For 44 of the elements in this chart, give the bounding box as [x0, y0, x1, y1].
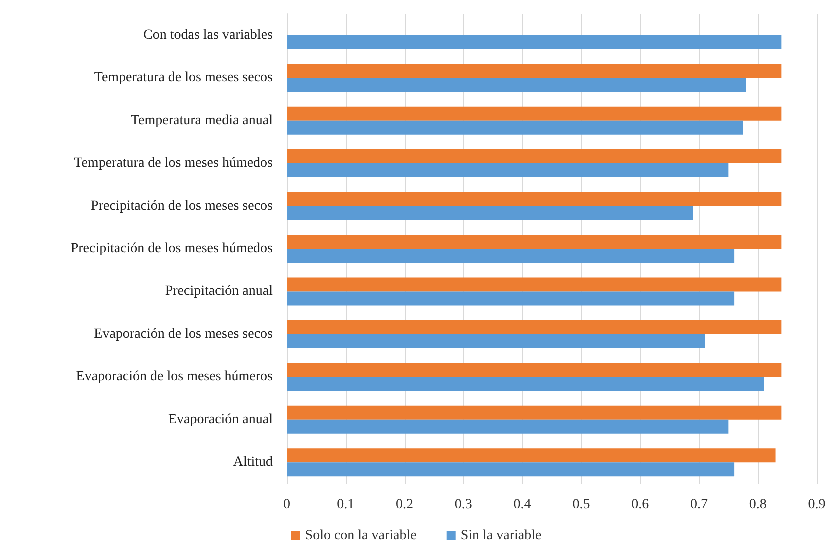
y-tick-label: Evaporación de los meses húmeros [76, 370, 273, 385]
y-tick-label: Evaporación de los meses secos [94, 326, 273, 342]
y-tick-label: Con todas las variables [144, 28, 273, 43]
x-tick-label: 0.1 [337, 498, 355, 512]
bar [287, 377, 764, 392]
y-tick-label: Temperatura de los meses secos [94, 70, 273, 86]
y-tick-label: Evaporación anual [168, 412, 274, 428]
x-tick-label: 0.2 [396, 498, 414, 512]
bar [287, 206, 694, 220]
bar [287, 235, 782, 249]
x-tick-label: 0.6 [632, 498, 650, 512]
bar [287, 320, 782, 334]
legend-label: Sin la variable [460, 528, 542, 544]
y-tick-label: Precipitación anual [165, 284, 274, 300]
bar [287, 448, 776, 463]
x-tick-label: 0.5 [572, 498, 590, 512]
bar [287, 420, 729, 434]
bar [287, 78, 746, 92]
bar [287, 249, 735, 263]
y-tick-label: Altitud [233, 455, 273, 470]
x-tick-label: 0.3 [454, 498, 472, 512]
y-tick-label: Temperatura media anual [130, 113, 274, 128]
bar [287, 164, 729, 178]
bar [287, 363, 782, 378]
bar [287, 106, 782, 121]
bar [287, 278, 782, 292]
y-tick-label: Precipitación de los meses húmedos [70, 242, 273, 256]
bar [287, 462, 735, 477]
x-tick-label: 0.9 [808, 498, 826, 512]
y-tick-label: Precipitación de los meses secos [91, 198, 273, 214]
legend-label: Solo con la variable [305, 528, 417, 544]
bar [287, 64, 782, 78]
bar [287, 192, 782, 206]
x-tick-label: 0.7 [690, 498, 708, 512]
bar [287, 35, 782, 50]
bar [287, 334, 706, 348]
bar [287, 292, 735, 306]
bar [287, 406, 782, 420]
y-tick-label: Temperatura de los meses húmedos [74, 156, 273, 172]
x-tick-label: 0.8 [749, 498, 767, 512]
bar [287, 120, 744, 135]
bar [287, 150, 782, 164]
x-tick-label: 0 [284, 498, 290, 512]
x-tick-label: 0.4 [514, 498, 532, 512]
